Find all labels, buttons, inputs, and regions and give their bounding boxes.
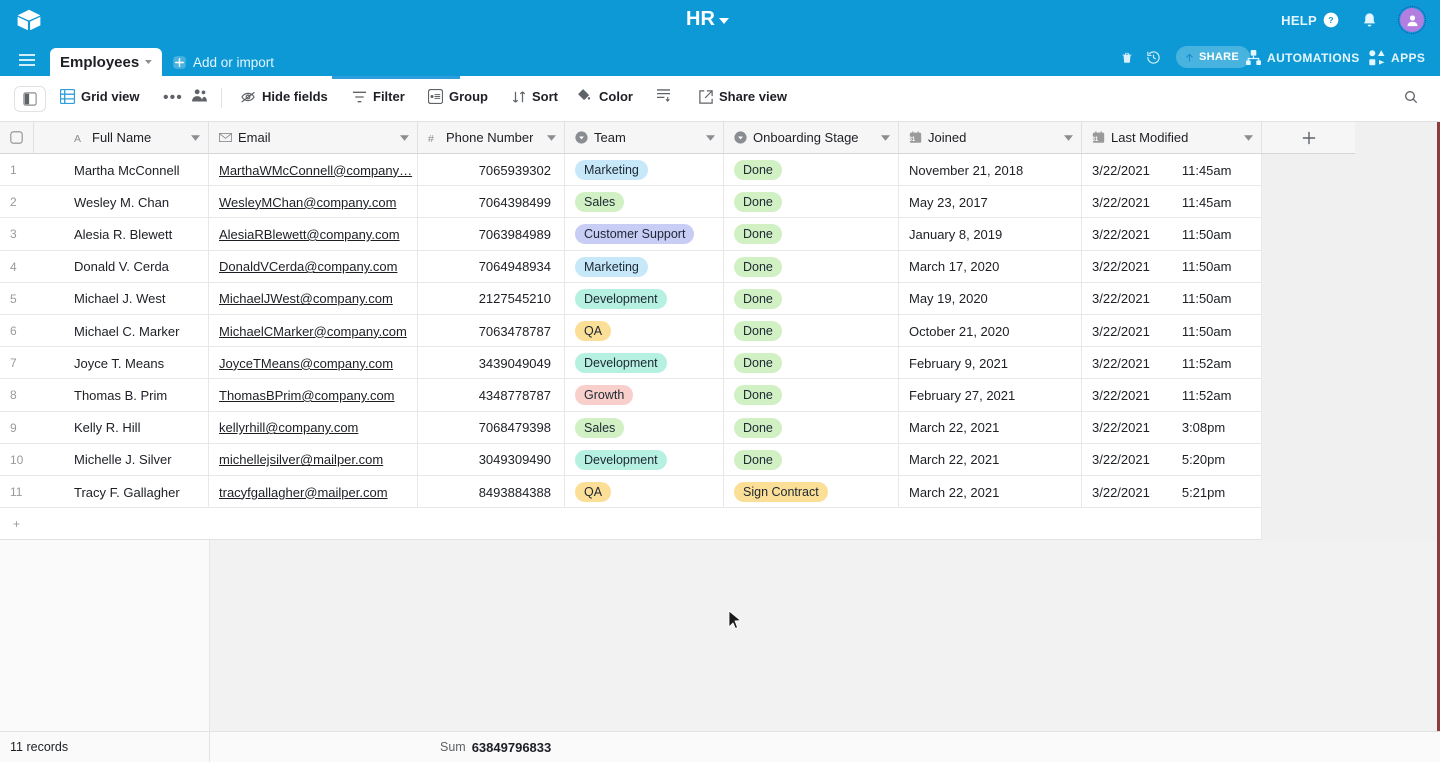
svg-text:A: A	[74, 132, 81, 143]
svg-text:?: ?	[1328, 15, 1334, 25]
svg-text:#: #	[428, 132, 434, 143]
svg-text:31: 31	[1092, 137, 1099, 143]
svg-text:31: 31	[909, 137, 916, 143]
